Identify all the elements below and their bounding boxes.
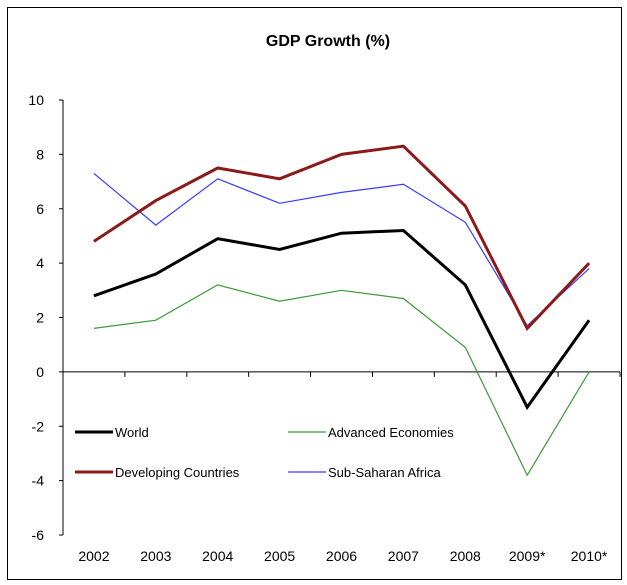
x-tick-label: 2009* — [509, 548, 546, 564]
axes: 10 8 6 4 2 0 -2 -4 -6 2002 2003 2004 2005 2006 2007 200… — [28, 92, 621, 564]
x-tick-label: 2005 — [264, 548, 295, 564]
x-tick-label: 2002 — [78, 548, 109, 564]
y-tick-label: -6 — [32, 527, 45, 543]
series-line-world — [93, 228, 591, 411]
legend-label: Developing Countries — [115, 465, 240, 480]
legend-label: Advanced Economies — [328, 425, 454, 440]
gdp-growth-chart: GDP Growth (%) 10 8 6 4 2 0 -2 -4 -6 2002 2003 2004… — [28, 33, 621, 564]
x-tick-label: 2007 — [388, 548, 419, 564]
y-tick-label: 6 — [36, 201, 44, 217]
legend: World Advanced Economies Developing Countr… — [75, 425, 454, 480]
y-tick-label: 8 — [36, 146, 44, 162]
series-line-developing-countries — [93, 144, 591, 331]
x-tick-label: 2008 — [450, 548, 481, 564]
y-tick-label: 2 — [36, 310, 44, 326]
chart-frame: GDP Growth (%) 10 8 6 4 2 0 -2 -4 -6 2002 2003 2004… — [7, 7, 622, 580]
series-line-sub-saharan-africa — [93, 172, 590, 327]
x-tick-label: 2006 — [326, 548, 357, 564]
x-tick-label: 2003 — [140, 548, 171, 564]
y-tick-label: 0 — [36, 364, 44, 380]
y-tick-label: -4 — [32, 473, 45, 489]
y-tick-label: 10 — [28, 92, 44, 108]
series-line-advanced-economies — [93, 284, 590, 477]
chart-title: GDP Growth (%) — [266, 33, 390, 50]
x-tick-label: 2004 — [202, 548, 233, 564]
y-tick-label: -2 — [32, 418, 45, 434]
series-layer — [93, 144, 591, 477]
legend-label: World — [115, 425, 149, 440]
legend-label: Sub-Saharan Africa — [328, 465, 442, 480]
y-tick-label: 4 — [36, 255, 44, 271]
x-tick-label: 2010* — [571, 548, 608, 564]
